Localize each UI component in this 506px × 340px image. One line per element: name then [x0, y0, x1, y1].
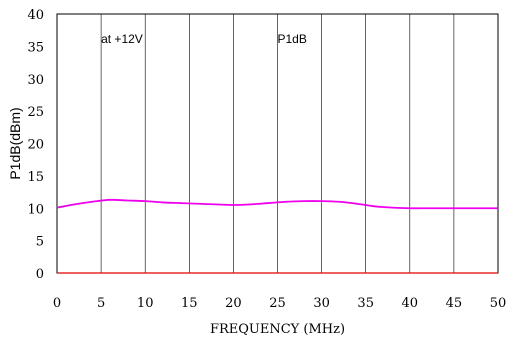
series-line-0: [56, 198, 498, 210]
y-tick-label: 30: [27, 73, 44, 88]
grid-lines: [100, 14, 455, 273]
x-tick-label: 35: [357, 296, 374, 311]
x-tick-label: 20: [225, 296, 242, 311]
x-axis-title: FREQUENCY (MHz): [210, 322, 345, 337]
x-tick-label: 0: [53, 296, 61, 311]
y-axis-title: P1dB(dBm): [7, 107, 23, 179]
y-tick-label: 35: [27, 40, 44, 55]
x-tick-label: 45: [446, 296, 463, 311]
y-tick-label: 10: [27, 202, 44, 217]
y-tick-label: 25: [27, 105, 44, 120]
y-tick-label: 0: [36, 267, 44, 282]
x-tick-label: 5: [97, 296, 105, 311]
series-layer: [56, 198, 498, 210]
y-tick-label: 40: [27, 8, 44, 23]
y-tick-label: 20: [27, 138, 44, 153]
y-tick-label: 15: [27, 170, 44, 185]
x-tick-labels: 0 5 10 15 20 25 30 35 40 45 50: [53, 296, 506, 311]
annotation-0: at +12V: [101, 32, 143, 46]
annotation-1: P1dB: [278, 32, 307, 46]
y-tick-label: 5: [36, 235, 44, 250]
x-tick-label: 25: [269, 296, 286, 311]
x-tick-label: 40: [402, 296, 419, 311]
x-tick-label: 15: [181, 296, 198, 311]
x-tick-label: 30: [313, 296, 330, 311]
x-tick-label: 10: [137, 296, 154, 311]
x-tick-label: 50: [490, 296, 506, 311]
y-tick-labels: 0 5 10 15 20 25 30 35 40: [27, 8, 44, 282]
annotations: at +12V P1dB: [101, 32, 307, 46]
